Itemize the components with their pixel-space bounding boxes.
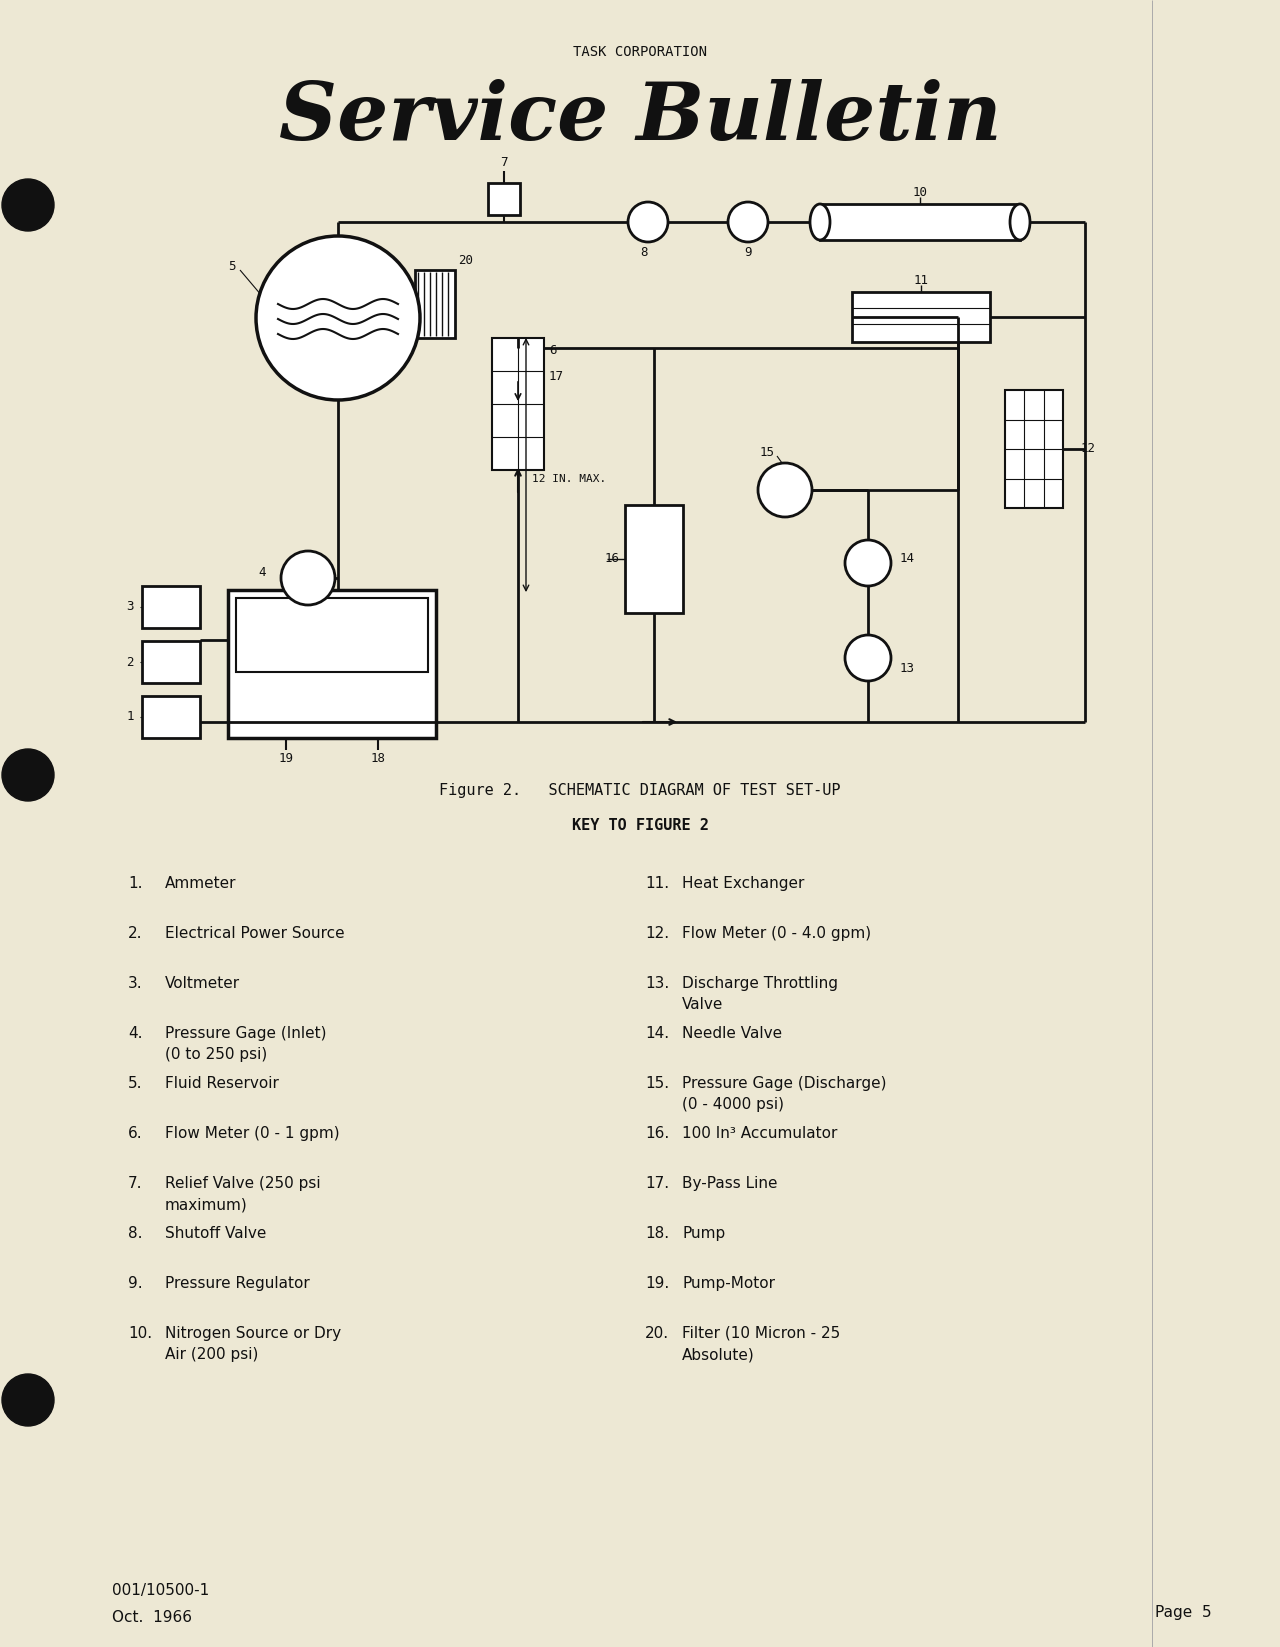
Text: TASK CORPORATION: TASK CORPORATION: [573, 44, 707, 59]
Text: 19.: 19.: [645, 1276, 669, 1291]
Text: 6.: 6.: [128, 1127, 142, 1141]
Text: 15.: 15.: [645, 1075, 669, 1090]
Circle shape: [256, 236, 420, 400]
Text: 4.: 4.: [128, 1026, 142, 1041]
Text: 18.: 18.: [645, 1225, 669, 1240]
Text: Ammeter: Ammeter: [165, 876, 237, 891]
Text: Pressure Gage (Inlet)
(0 to 250 psi): Pressure Gage (Inlet) (0 to 250 psi): [165, 1026, 326, 1062]
Text: 3: 3: [127, 601, 134, 613]
Text: 6: 6: [549, 344, 557, 356]
Text: 14.: 14.: [645, 1026, 669, 1041]
Text: Needle Valve: Needle Valve: [682, 1026, 782, 1041]
Text: 20.: 20.: [645, 1326, 669, 1341]
Text: Page  5: Page 5: [1155, 1604, 1212, 1619]
Bar: [228, 590, 436, 738]
Text: 17: 17: [549, 369, 564, 382]
Text: KEY TO FIGURE 2: KEY TO FIGURE 2: [572, 819, 708, 833]
Text: 12: 12: [1082, 443, 1096, 456]
Text: 16: 16: [605, 552, 620, 565]
Bar: [142, 697, 200, 738]
Text: Pressure Regulator: Pressure Regulator: [165, 1276, 310, 1291]
Bar: [625, 506, 684, 613]
Text: 20: 20: [458, 255, 474, 267]
Text: Fluid Reservoir: Fluid Reservoir: [165, 1075, 279, 1090]
Bar: [236, 598, 428, 672]
Text: 1.: 1.: [128, 876, 142, 891]
Text: By-Pass Line: By-Pass Line: [682, 1176, 777, 1191]
Bar: [415, 270, 454, 338]
Circle shape: [3, 180, 54, 231]
Circle shape: [845, 636, 891, 680]
Text: Pump-Motor: Pump-Motor: [682, 1276, 774, 1291]
Ellipse shape: [810, 204, 829, 240]
Text: 13: 13: [900, 662, 915, 675]
Text: Service Bulletin: Service Bulletin: [279, 79, 1001, 156]
Text: 2.: 2.: [128, 926, 142, 940]
Text: 15: 15: [759, 445, 774, 458]
Text: 11: 11: [914, 273, 928, 287]
Text: Flow Meter (0 - 4.0 gpm): Flow Meter (0 - 4.0 gpm): [682, 926, 872, 940]
Bar: [852, 292, 989, 343]
Text: Flow Meter (0 - 1 gpm): Flow Meter (0 - 1 gpm): [165, 1127, 339, 1141]
Text: Electrical Power Source: Electrical Power Source: [165, 926, 344, 940]
Text: 7: 7: [500, 156, 508, 170]
Text: 9.: 9.: [128, 1276, 142, 1291]
Text: 14: 14: [900, 552, 915, 565]
Text: 4: 4: [259, 567, 266, 580]
Text: 18: 18: [370, 751, 385, 764]
Text: 11.: 11.: [645, 876, 669, 891]
Bar: [1005, 390, 1062, 507]
Text: Voltmeter: Voltmeter: [165, 977, 241, 991]
Circle shape: [3, 749, 54, 800]
Text: Shutoff Valve: Shutoff Valve: [165, 1225, 266, 1240]
Text: 001/10500-1: 001/10500-1: [113, 1583, 209, 1598]
Text: 7.: 7.: [128, 1176, 142, 1191]
Text: 13.: 13.: [645, 977, 669, 991]
Text: Oct.  1966: Oct. 1966: [113, 1611, 192, 1626]
Text: 3.: 3.: [128, 977, 142, 991]
Circle shape: [758, 463, 812, 517]
Text: 19: 19: [279, 751, 293, 764]
Text: 2: 2: [127, 656, 134, 669]
Text: 9: 9: [744, 245, 751, 259]
Bar: [492, 338, 544, 469]
Circle shape: [728, 203, 768, 242]
Bar: [488, 183, 520, 216]
Text: 100 In³ Accumulator: 100 In³ Accumulator: [682, 1127, 837, 1141]
Text: 8.: 8.: [128, 1225, 142, 1240]
Text: 1: 1: [127, 710, 134, 723]
Bar: [820, 204, 1020, 240]
Text: 12.: 12.: [645, 926, 669, 940]
Text: Discharge Throttling
Valve: Discharge Throttling Valve: [682, 977, 838, 1011]
Text: 12 IN. MAX.: 12 IN. MAX.: [532, 474, 607, 484]
Circle shape: [3, 1374, 54, 1426]
Circle shape: [628, 203, 668, 242]
Text: 17.: 17.: [645, 1176, 669, 1191]
Text: 10.: 10.: [128, 1326, 152, 1341]
Text: 16.: 16.: [645, 1127, 669, 1141]
Text: Heat Exchanger: Heat Exchanger: [682, 876, 804, 891]
Bar: [142, 641, 200, 684]
Text: 10: 10: [913, 186, 928, 199]
Circle shape: [845, 540, 891, 586]
Text: 5.: 5.: [128, 1075, 142, 1090]
Circle shape: [282, 552, 335, 604]
Bar: [142, 586, 200, 628]
Text: Figure 2.   SCHEMATIC DIAGRAM OF TEST SET-UP: Figure 2. SCHEMATIC DIAGRAM OF TEST SET-…: [439, 782, 841, 797]
Text: Relief Valve (250 psi
maximum): Relief Valve (250 psi maximum): [165, 1176, 320, 1212]
Text: Pressure Gage (Discharge)
(0 - 4000 psi): Pressure Gage (Discharge) (0 - 4000 psi): [682, 1075, 887, 1112]
Text: 8: 8: [640, 245, 648, 259]
Ellipse shape: [1010, 204, 1030, 240]
Text: Nitrogen Source or Dry
Air (200 psi): Nitrogen Source or Dry Air (200 psi): [165, 1326, 342, 1362]
Text: Filter (10 Micron - 25
Absolute): Filter (10 Micron - 25 Absolute): [682, 1326, 840, 1362]
Text: Pump: Pump: [682, 1225, 726, 1240]
Text: 5: 5: [228, 260, 236, 272]
